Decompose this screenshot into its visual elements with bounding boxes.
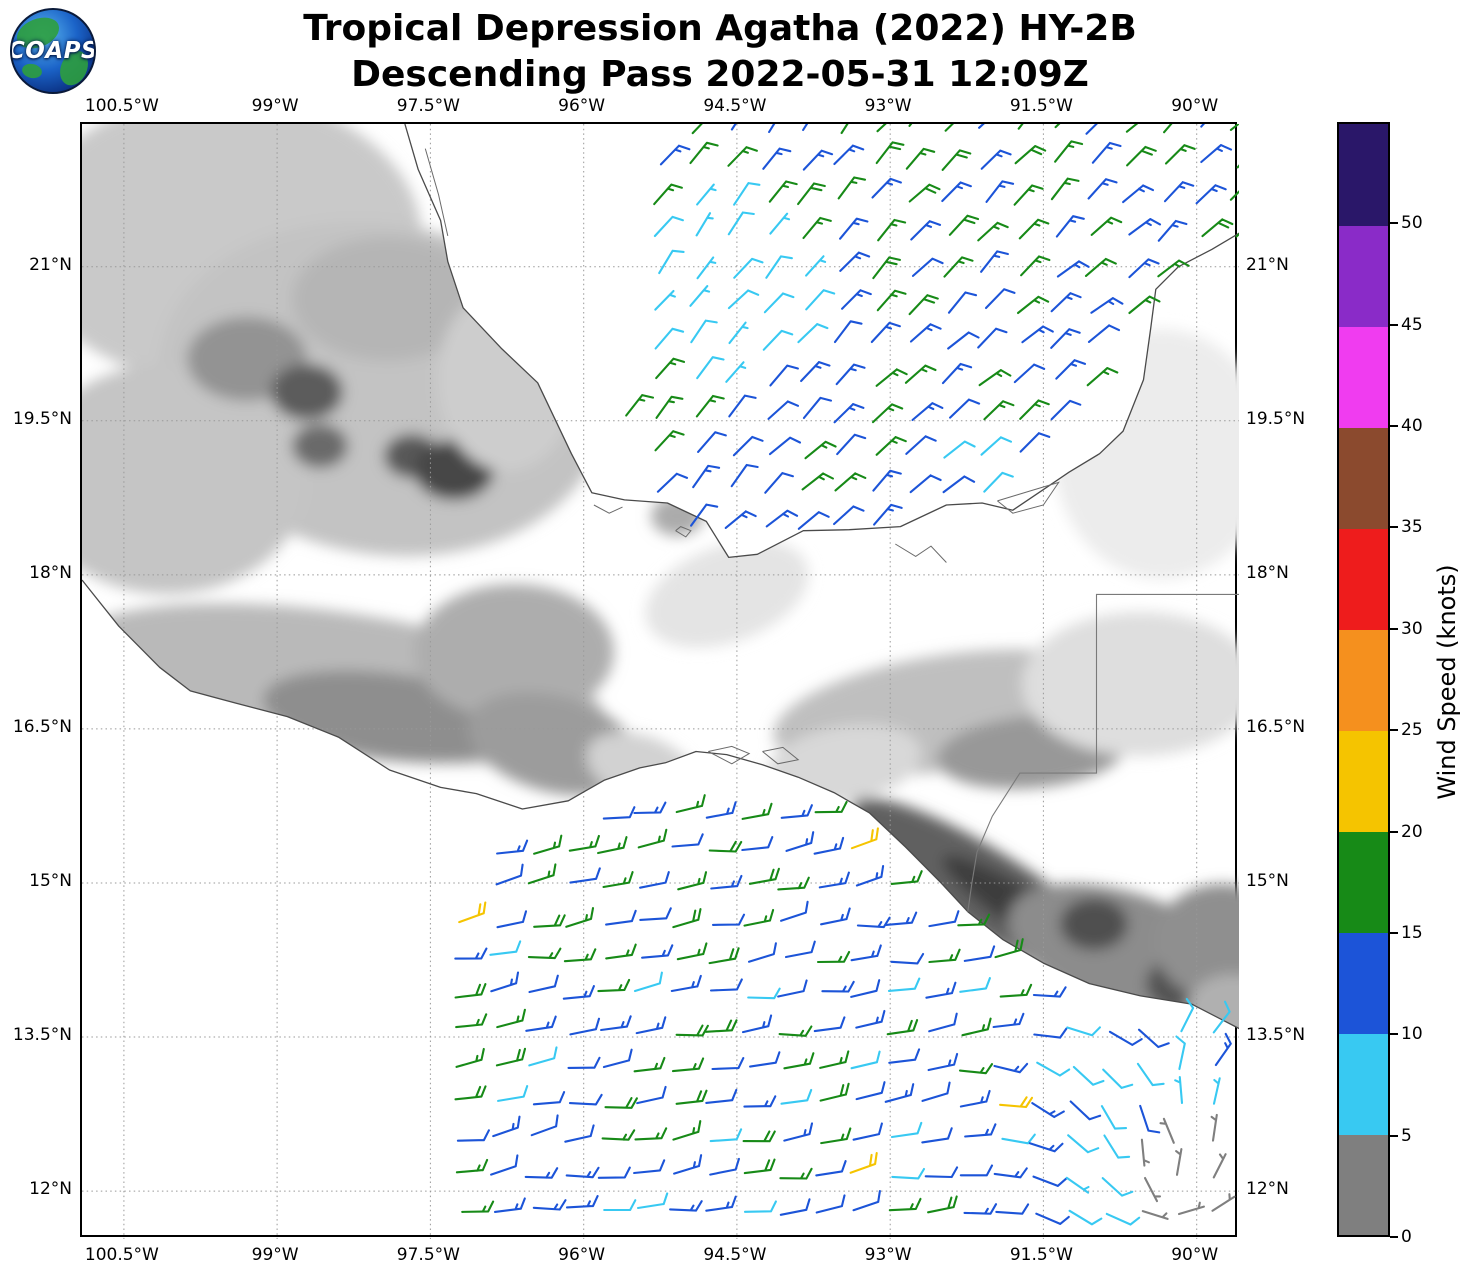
colorbar-tick-mark — [1390, 729, 1398, 732]
lat-tick-label-left: 15°N — [29, 870, 72, 891]
lon-tick-label-bottom: 94.5°W — [703, 1245, 767, 1264]
colorbar-tick-mark — [1390, 1134, 1398, 1137]
colorbar-tick-label: 10 — [1401, 1024, 1423, 1045]
coastline-pacific — [82, 579, 1239, 1030]
lon-tick-label-top: 94.5°W — [703, 96, 767, 116]
colorbar-segment-20-25 — [1339, 730, 1388, 832]
colorbar-segment-25-30 — [1339, 629, 1388, 731]
map-canvas — [82, 124, 1239, 1239]
colorbar-tick-label: 50 — [1401, 213, 1423, 234]
country-border — [967, 593, 1239, 912]
colorbar-tick-label: 25 — [1401, 720, 1423, 741]
lat-tick-label-left: 13.5°N — [12, 1025, 72, 1045]
coaps-logo-text: COAPS — [10, 38, 96, 64]
lon-tick-label-bottom: 93°W — [864, 1245, 912, 1264]
colorbar-tick-label: 45 — [1401, 314, 1423, 335]
lat-tick-label-right: 21°N — [1246, 254, 1289, 275]
colorbar-tick-label: 15 — [1401, 922, 1423, 943]
colorbar-segment-10-15 — [1339, 932, 1388, 1034]
colorbar-tick-mark — [1390, 830, 1398, 833]
colorbar-tick-mark — [1390, 323, 1398, 326]
lon-tick-label-top: 97.5°W — [396, 96, 460, 116]
colorbar-tick-label: 5 — [1401, 1125, 1412, 1146]
lon-tick-label-bottom: 99°W — [251, 1245, 299, 1264]
lagoon-outline — [675, 526, 692, 538]
colorbar-tick-label: 40 — [1401, 416, 1423, 437]
colorbar-tick-mark — [1390, 222, 1398, 225]
colorbar-tick-mark — [1390, 1236, 1398, 1238]
lagoon-outline — [424, 148, 449, 237]
colorbar-segment-15-20 — [1339, 831, 1388, 933]
lat-tick-label-right: 12°N — [1246, 1179, 1289, 1200]
plot-title: Tropical Depression Agatha (2022) HY-2B … — [0, 6, 1440, 98]
coaps-globe-icon: COAPS — [10, 8, 96, 94]
lat-tick-label-left: 19.5°N — [12, 408, 72, 429]
colorbar-tick-mark — [1390, 425, 1398, 428]
colorbar-tick-label: 30 — [1401, 618, 1423, 639]
colorbar-tick-mark — [1390, 1033, 1398, 1036]
colorbar-axis-label: Wind Speed (knots) — [1433, 564, 1461, 800]
lagoon-outline — [708, 745, 751, 765]
lat-tick-label-left: 18°N — [29, 562, 72, 583]
lon-tick-label-bottom: 96°W — [558, 1245, 606, 1264]
lon-tick-label-top: 91.5°W — [1009, 96, 1073, 116]
lat-tick-label-left: 16.5°N — [12, 716, 72, 737]
colorbar-tick-label: 35 — [1401, 517, 1423, 538]
lat-tick-label-right: 15°N — [1246, 870, 1289, 891]
map-plot-area — [80, 122, 1239, 1239]
lagoon-outline — [997, 481, 1060, 514]
colorbar-segment-30-35 — [1339, 528, 1388, 630]
coastline-gulf — [404, 124, 1239, 559]
lat-tick-label-left: 12°N — [29, 1179, 72, 1200]
lon-tick-label-bottom: 97.5°W — [396, 1245, 460, 1264]
lon-tick-label-top: 93°W — [864, 96, 912, 116]
lagoon-outline — [895, 543, 947, 563]
wind-barbs-bay-of-campeche — [625, 124, 1239, 530]
lat-tick-label-right: 13.5°N — [1246, 1025, 1306, 1045]
colorbar-segment-50-55 — [1339, 124, 1388, 226]
lon-tick-label-top: 90°W — [1171, 96, 1219, 116]
colorbar-segment-35-40 — [1339, 427, 1388, 529]
lon-tick-label-top: 96°W — [558, 96, 606, 116]
graticule — [82, 124, 1239, 1239]
lagoon-outline — [762, 746, 800, 765]
title-line2: Descending Pass 2022-05-31 12:09Z — [351, 54, 1089, 96]
colorbar-segment-40-45 — [1339, 326, 1388, 428]
coaps-logo: COAPS — [10, 8, 96, 94]
lat-tick-label-right: 19.5°N — [1246, 408, 1306, 429]
lon-tick-label-top: 99°W — [251, 96, 299, 116]
lon-tick-label-bottom: 90°W — [1171, 1245, 1219, 1264]
lon-tick-label-bottom: 100.5°W — [84, 1245, 159, 1264]
title-line1: Tropical Depression Agatha (2022) HY-2B — [303, 8, 1137, 49]
lagoon-outline — [593, 504, 623, 514]
lat-tick-label-right: 18°N — [1246, 562, 1289, 583]
terrain-layer — [82, 124, 1239, 1029]
colorbar-segment-5-10 — [1339, 1033, 1388, 1135]
colorbar-tick-mark — [1390, 931, 1398, 934]
lon-tick-label-bottom: 91.5°W — [1009, 1245, 1073, 1264]
lat-tick-label-left: 21°N — [29, 254, 72, 275]
lat-tick-label-right: 16.5°N — [1246, 716, 1306, 737]
colorbar-segment-45-50 — [1339, 225, 1388, 327]
wind-barbs-pacific-offshore — [454, 794, 1236, 1226]
colorbar-tick-mark — [1390, 526, 1398, 529]
colorbar-segment-0-5 — [1339, 1134, 1388, 1235]
colorbar-tick-label: 20 — [1401, 821, 1423, 842]
colorbar-tick-label: 0 — [1401, 1227, 1412, 1247]
lon-tick-label-top: 100.5°W — [84, 96, 159, 116]
colorbar — [1337, 122, 1390, 1237]
colorbar-tick-mark — [1390, 627, 1398, 630]
